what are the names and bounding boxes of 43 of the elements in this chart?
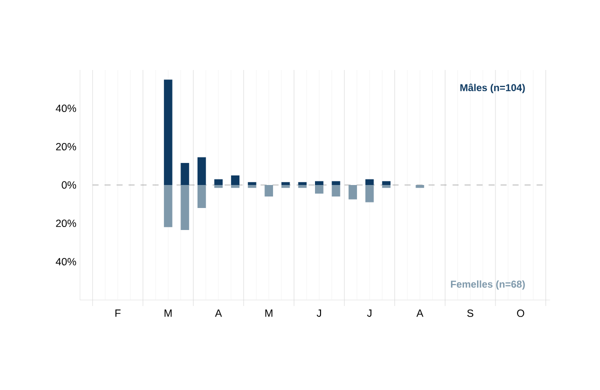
bar [281, 185, 290, 188]
bar [248, 182, 256, 185]
bar [164, 185, 172, 228]
x-tick-label: F [115, 310, 121, 317]
bar [180, 185, 190, 230]
bar [315, 185, 324, 194]
y-tick-label: 20% [56, 142, 76, 150]
bar [365, 185, 374, 202]
x-tick-label: A [215, 310, 222, 317]
bar [348, 185, 357, 200]
bar [231, 175, 240, 185]
bar [332, 181, 340, 185]
bar [180, 162, 190, 185]
x-tick-label: M [265, 310, 272, 317]
y-tick-label: 20% [56, 220, 76, 228]
x-tick-label: J [316, 310, 322, 317]
x-tick-label: J [367, 310, 372, 317]
bar [198, 185, 206, 208]
y-tick-label: 0% [62, 181, 76, 189]
bar [264, 185, 274, 196]
x-tick-label: M [164, 310, 172, 317]
bar [416, 185, 424, 188]
x-tick-label: A [416, 310, 424, 317]
bar [214, 179, 223, 185]
text: Femelles (n=68) [450, 280, 525, 290]
x-tick-label: O [517, 310, 524, 317]
bar [231, 185, 240, 188]
bar [164, 80, 172, 185]
text: Mâles (n=104) [460, 84, 525, 94]
bar [298, 182, 307, 185]
y-tick-label: 40% [56, 104, 76, 112]
bar [332, 185, 340, 196]
bar [281, 182, 290, 185]
bar [214, 185, 223, 188]
bar [365, 179, 374, 185]
bar [248, 185, 256, 188]
y-tick-label: 40% [56, 258, 76, 266]
bar [298, 185, 307, 188]
bar [382, 181, 391, 185]
bar [382, 185, 391, 188]
x-tick-label: S [467, 310, 474, 317]
bar [315, 181, 324, 185]
bar [198, 157, 206, 185]
